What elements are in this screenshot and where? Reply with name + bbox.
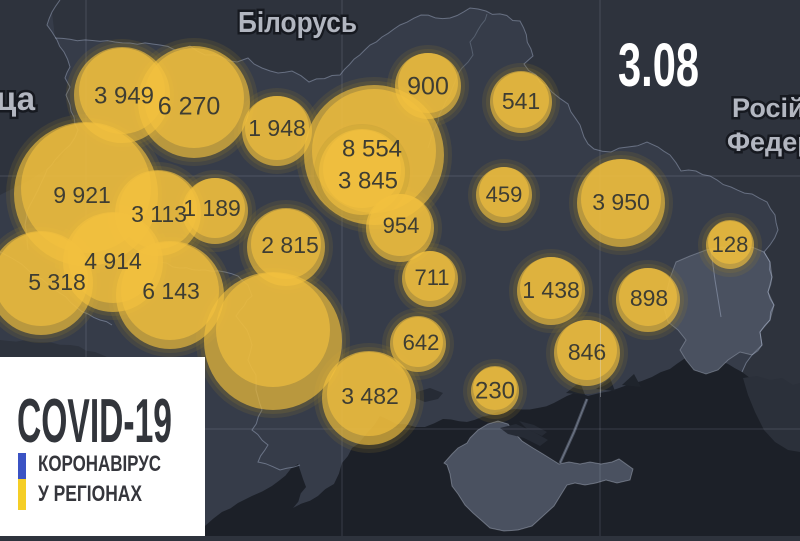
svg-text:Федерація: Федерація (727, 127, 800, 157)
svg-text:541: 541 (502, 88, 540, 114)
svg-text:642: 642 (403, 330, 440, 355)
svg-text:4 914: 4 914 (84, 248, 142, 274)
svg-text:1 948: 1 948 (248, 115, 306, 141)
svg-text:128: 128 (712, 232, 749, 257)
svg-text:954: 954 (383, 213, 420, 238)
svg-text:711: 711 (414, 265, 449, 290)
svg-text:3.08: 3.08 (618, 31, 699, 99)
svg-text:1 438: 1 438 (522, 277, 580, 303)
svg-text:230: 230 (475, 377, 515, 404)
svg-text:900: 900 (407, 73, 449, 101)
svg-text:3 949: 3 949 (94, 82, 154, 109)
svg-text:898: 898 (630, 285, 668, 311)
svg-text:8 554: 8 554 (342, 135, 402, 162)
svg-text:846: 846 (568, 339, 606, 365)
svg-text:3 950: 3 950 (592, 189, 650, 215)
svg-text:2 815: 2 815 (261, 232, 319, 258)
svg-text:5 318: 5 318 (28, 269, 86, 295)
svg-text:1 189: 1 189 (183, 195, 241, 221)
svg-text:9 921: 9 921 (53, 182, 111, 208)
svg-text:6 143: 6 143 (142, 278, 200, 304)
svg-text:ца: ца (0, 80, 36, 117)
svg-text:Російська: Російська (732, 93, 800, 123)
svg-text:3 482: 3 482 (341, 383, 399, 409)
svg-text:3 845: 3 845 (338, 167, 398, 194)
svg-text:6 270: 6 270 (158, 93, 221, 121)
svg-text:У РЕГІОНАХ: У РЕГІОНАХ (38, 481, 142, 506)
svg-text:COVID-19: COVID-19 (17, 387, 172, 456)
svg-text:3 113: 3 113 (131, 201, 187, 227)
svg-text:459: 459 (486, 182, 523, 207)
svg-text:КОРОНАВІРУС: КОРОНАВІРУС (38, 451, 161, 476)
svg-text:Білорусь: Білорусь (238, 7, 357, 39)
